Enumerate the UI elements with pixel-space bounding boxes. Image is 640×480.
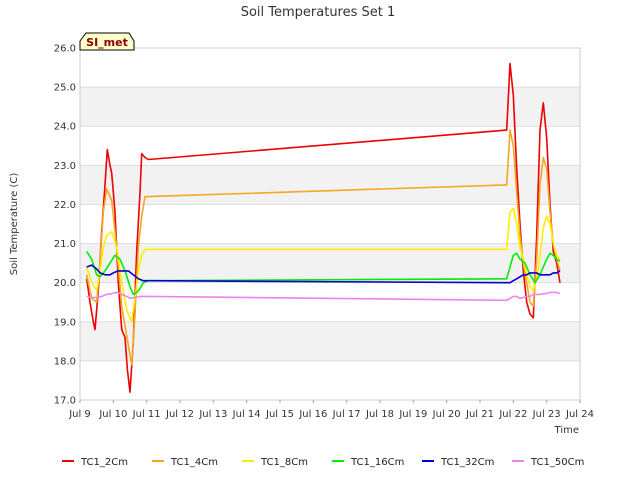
- x-axis-label: Time: [554, 425, 579, 436]
- x-tick-label: Jul 19: [398, 409, 427, 420]
- x-tick-label: Jul 14: [232, 409, 261, 420]
- x-tick-label: Jul 18: [365, 409, 394, 420]
- badge-shape: [79, 32, 135, 51]
- x-tick-label: Jul 9: [68, 409, 91, 420]
- legend-label: TC1_8Cm: [260, 457, 308, 468]
- y-tick-label: 22.0: [54, 200, 76, 211]
- site-badge: SI_met: [79, 32, 135, 51]
- legend-label: TC1_4Cm: [170, 457, 218, 468]
- y-tick-label: 24.0: [54, 122, 76, 133]
- series-line-tc1-16cm: [86, 250, 561, 296]
- y-tick-label: 17.0: [54, 396, 76, 407]
- legend-label: TC1_16Cm: [350, 457, 404, 468]
- badge-label: SI_met: [86, 36, 128, 49]
- tick-labels: 17.0 18.0 19.0 20.0 21.0 22.0 23.0 24.0 25.0 26.0…: [54, 44, 594, 421]
- y-tick-label: 19.0: [54, 317, 76, 328]
- y-tick-label: 26.0: [54, 44, 76, 55]
- y-tick-label: 20.0: [54, 278, 76, 289]
- grid-band: [80, 321, 580, 361]
- plot-background: [80, 48, 580, 400]
- y-tick-label: 18.0: [54, 356, 76, 367]
- grid-band: [80, 87, 580, 127]
- x-tick-label: Jul 20: [432, 409, 461, 420]
- series-line-tc1-2cm: [85, 62, 561, 394]
- series-line-tc1-32cm: [86, 264, 561, 284]
- x-tick-label: Jul 22: [498, 409, 527, 420]
- legend-label: TC1_50Cm: [530, 457, 584, 468]
- series-layer: [85, 62, 561, 394]
- x-tick-label: Jul 15: [265, 409, 294, 420]
- chart-title: Soil Temperatures Set 1: [241, 5, 396, 20]
- legend-label: TC1_32Cm: [440, 457, 494, 468]
- series-line-tc1-50cm: [86, 291, 561, 302]
- y-tick-label: 21.0: [54, 239, 76, 250]
- plot-border: [79, 47, 581, 401]
- axes: [79, 47, 581, 403]
- x-tick-label: Jul 16: [298, 409, 327, 420]
- legend-label: TC1_2Cm: [80, 457, 128, 468]
- legend: TC1_2Cm TC1_4Cm TC1_8Cm TC1_16Cm TC1_32Cm TC1…: [62, 457, 584, 468]
- x-tick-label: Jul 17: [332, 409, 361, 420]
- x-tick-label: Jul 10: [98, 409, 127, 420]
- y-axis-label: Soil Temperature (C): [9, 173, 20, 276]
- series-line-tc1-4cm: [85, 129, 561, 366]
- y-tick-label: 23.0: [54, 161, 76, 172]
- x-tick-label: Jul 24: [565, 409, 594, 420]
- x-tick-label: Jul 11: [132, 409, 161, 420]
- x-tick-label: Jul 23: [532, 409, 561, 420]
- y-tick-label: 25.0: [54, 83, 76, 94]
- x-tick-label: Jul 21: [465, 409, 494, 420]
- x-tick-label: Jul 13: [198, 409, 227, 420]
- series-line-tc1-8cm: [85, 207, 561, 323]
- x-tick-label: Jul 12: [165, 409, 194, 420]
